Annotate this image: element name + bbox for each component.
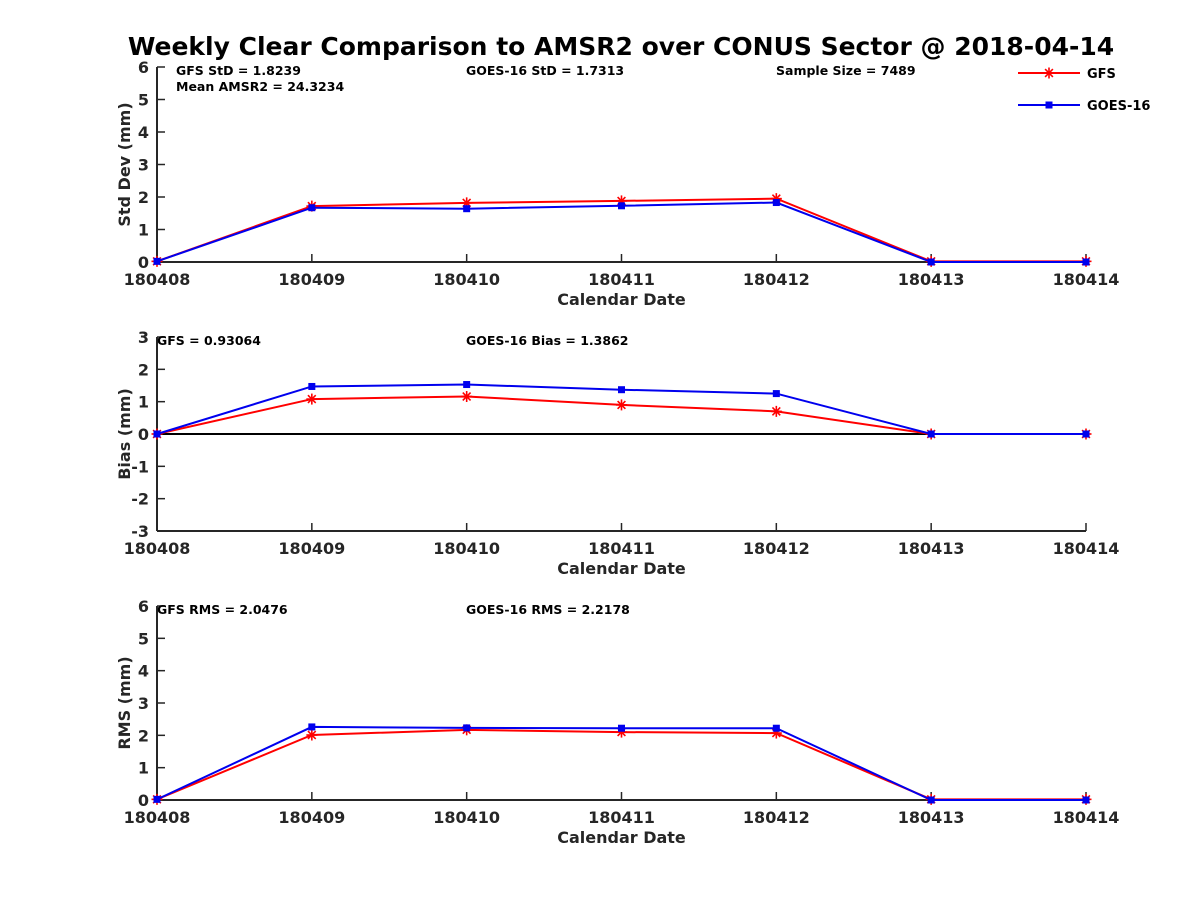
data-point-goes16 bbox=[1082, 430, 1090, 438]
y-tick-label: 2 bbox=[138, 188, 149, 207]
x-tick-label: 180408 bbox=[124, 539, 191, 558]
y-tick-label: 4 bbox=[138, 123, 149, 142]
x-tick-label: 180413 bbox=[898, 270, 965, 289]
x-axis-label: Calendar Date bbox=[557, 559, 686, 578]
y-tick-label: 5 bbox=[138, 91, 149, 110]
series-line-gfs bbox=[156, 728, 1086, 801]
x-axis-label: Calendar Date bbox=[557, 290, 686, 309]
data-point-goes16 bbox=[1082, 796, 1090, 804]
x-tick-label: 180414 bbox=[1053, 270, 1120, 289]
data-point-gfs bbox=[616, 399, 627, 411]
x-tick-label: 180412 bbox=[743, 539, 810, 558]
data-point-gfs bbox=[306, 393, 318, 405]
legend-marker-square bbox=[1045, 101, 1053, 109]
panel-rms: 0 1 2 3 4 5 6 180408 180409 180410 180411 180412 180… bbox=[115, 597, 1119, 847]
y-tick-label: 3 bbox=[138, 156, 149, 175]
y-axis-label: RMS (mm) bbox=[115, 656, 134, 749]
x-axis-label: Calendar Date bbox=[557, 828, 686, 847]
data-point-goes16 bbox=[463, 205, 471, 213]
x-tick-label: 180411 bbox=[588, 539, 655, 558]
y-tick-label: 2 bbox=[138, 360, 149, 379]
x-tick-label: 180409 bbox=[278, 808, 345, 827]
y-axis-label: Bias (mm) bbox=[115, 388, 134, 480]
legend-label: GFS bbox=[1087, 67, 1116, 82]
panel-bias: -3 -2 -1 0 1 2 3 180408 180409 180410 180411 180412… bbox=[115, 328, 1119, 578]
stat-annotation: GFS = 0.93064 bbox=[157, 333, 261, 348]
y-tick-label: 6 bbox=[138, 597, 149, 616]
x-tick-label: 180412 bbox=[743, 808, 810, 827]
data-point-goes16 bbox=[927, 258, 935, 266]
stat-annotation: GOES-16 RMS = 2.2178 bbox=[466, 602, 630, 617]
data-point-goes16 bbox=[618, 724, 625, 732]
stat-annotation: GFS RMS = 2.0476 bbox=[157, 602, 288, 617]
x-tick-label: 180410 bbox=[433, 539, 500, 558]
y-axis-label: Std Dev (mm) bbox=[115, 102, 134, 226]
x-tick-label: 180408 bbox=[124, 808, 191, 827]
data-point-goes16 bbox=[153, 795, 161, 803]
stat-annotation: GOES-16 StD = 1.7313 bbox=[466, 63, 624, 78]
x-tick-label: 180411 bbox=[588, 270, 655, 289]
y-tick-label: 1 bbox=[138, 393, 149, 412]
y-tick-label: 2 bbox=[138, 726, 149, 745]
x-tick-label: 180412 bbox=[743, 270, 810, 289]
data-point-goes16 bbox=[153, 430, 161, 438]
x-tick-label: 180413 bbox=[898, 808, 965, 827]
data-point-goes16 bbox=[927, 796, 935, 804]
y-tick-label: 0 bbox=[138, 253, 149, 272]
data-point-goes16 bbox=[153, 257, 161, 265]
data-point-goes16 bbox=[927, 430, 935, 438]
y-tick-label: 3 bbox=[138, 694, 149, 713]
data-point-goes16 bbox=[463, 724, 471, 732]
data-point-gfs bbox=[770, 405, 782, 417]
legend-marker-asterisk bbox=[1043, 67, 1055, 79]
panel-std-dev: 0 1 2 3 4 5 6 180408 180409 180410 180411 180412 180… bbox=[115, 58, 1119, 309]
data-point-goes16 bbox=[618, 202, 625, 210]
y-tick-label: 5 bbox=[138, 629, 149, 648]
data-point-goes16 bbox=[463, 381, 471, 389]
data-point-goes16 bbox=[308, 382, 316, 390]
data-point-goes16 bbox=[772, 199, 780, 207]
chart-title: Weekly Clear Comparison to AMSR2 over CO… bbox=[128, 32, 1114, 61]
y-tick-label: -3 bbox=[131, 522, 149, 541]
x-tick-label: 180408 bbox=[124, 270, 191, 289]
y-tick-label: 1 bbox=[138, 759, 149, 778]
x-tick-label: 180409 bbox=[278, 539, 345, 558]
legend-label: GOES-16 bbox=[1087, 99, 1150, 114]
stat-annotation: GOES-16 Bias = 1.3862 bbox=[466, 333, 628, 348]
data-point-goes16 bbox=[1082, 258, 1090, 266]
y-tick-label: 3 bbox=[138, 328, 149, 347]
y-tick-label: -1 bbox=[131, 457, 149, 476]
series-line-goes16 bbox=[156, 725, 1086, 801]
stat-annotation: GFS StD = 1.8239 bbox=[176, 63, 301, 78]
stat-annotation: Mean AMSR2 = 24.3234 bbox=[176, 79, 344, 94]
stat-annotation: Sample Size = 7489 bbox=[776, 63, 916, 78]
y-tick-label: 0 bbox=[138, 791, 149, 810]
y-tick-label: -2 bbox=[131, 490, 149, 509]
data-point-goes16 bbox=[772, 390, 780, 398]
data-point-goes16 bbox=[618, 386, 625, 394]
data-point-gfs bbox=[461, 390, 473, 402]
x-tick-label: 180410 bbox=[433, 270, 500, 289]
data-point-goes16 bbox=[308, 204, 316, 212]
x-tick-label: 180411 bbox=[588, 808, 655, 827]
y-tick-label: 6 bbox=[138, 58, 149, 77]
x-tick-label: 180414 bbox=[1053, 539, 1120, 558]
y-tick-label: 1 bbox=[138, 221, 149, 240]
x-tick-label: 180409 bbox=[278, 270, 345, 289]
y-tick-label: 0 bbox=[138, 425, 149, 444]
data-point-goes16 bbox=[308, 723, 316, 731]
x-tick-label: 180413 bbox=[898, 539, 965, 558]
data-point-gfs bbox=[306, 729, 318, 741]
legend: GFS GOES-16 bbox=[1018, 67, 1150, 114]
x-tick-label: 180414 bbox=[1053, 808, 1120, 827]
x-tick-label: 180410 bbox=[433, 808, 500, 827]
data-point-goes16 bbox=[772, 724, 780, 732]
y-tick-label: 4 bbox=[138, 662, 149, 681]
